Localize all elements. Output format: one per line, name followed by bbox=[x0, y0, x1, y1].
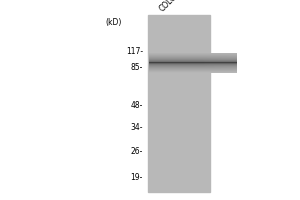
Text: COLO205: COLO205 bbox=[158, 0, 190, 13]
Text: 85-: 85- bbox=[130, 64, 143, 72]
Text: 26-: 26- bbox=[130, 148, 143, 156]
Bar bbox=[148, 15, 210, 192]
Text: 117-: 117- bbox=[126, 47, 143, 56]
Text: (kD): (kD) bbox=[106, 18, 122, 27]
Text: 34-: 34- bbox=[130, 122, 143, 132]
Text: 19-: 19- bbox=[130, 173, 143, 182]
Text: 48-: 48- bbox=[130, 100, 143, 110]
